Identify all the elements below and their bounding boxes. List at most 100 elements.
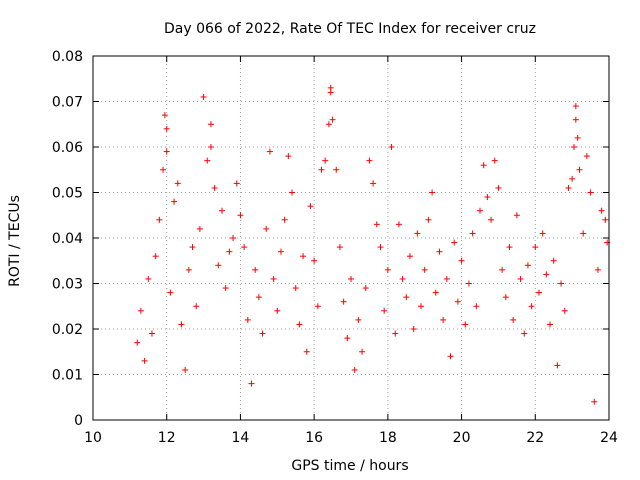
data-point <box>207 121 214 128</box>
data-point <box>200 93 207 100</box>
data-point <box>524 262 531 269</box>
data-point <box>137 307 144 314</box>
data-point <box>506 244 513 251</box>
data-point <box>366 157 373 164</box>
data-point <box>495 184 502 191</box>
data-point <box>174 180 181 187</box>
data-point <box>314 303 321 310</box>
data-point <box>333 166 340 173</box>
y-tick-label: 0.01 <box>52 368 83 384</box>
data-point <box>318 166 325 173</box>
data-point <box>237 212 244 219</box>
data-point <box>521 330 528 337</box>
data-point <box>359 348 366 355</box>
data-point <box>517 275 524 282</box>
data-point <box>145 275 152 282</box>
data-point <box>141 357 148 364</box>
y-tick-label: 0.07 <box>52 95 83 111</box>
data-point <box>207 144 214 150</box>
data-point <box>565 184 572 191</box>
data-point <box>285 153 292 160</box>
data-point <box>377 244 384 251</box>
data-point <box>263 225 270 232</box>
data-point <box>436 248 443 255</box>
data-point <box>550 257 557 264</box>
data-point <box>473 303 480 310</box>
x-tick-label: 24 <box>600 430 618 446</box>
grid-lines <box>93 56 609 420</box>
data-point <box>418 303 425 310</box>
data-point <box>160 166 167 173</box>
data-point <box>167 289 174 296</box>
data-point <box>403 294 410 301</box>
data-point <box>226 248 233 255</box>
data-point <box>300 253 307 260</box>
data-point <box>395 221 402 228</box>
data-point <box>572 116 579 123</box>
data-point <box>189 244 196 251</box>
data-point <box>219 207 225 214</box>
data-point <box>362 285 369 292</box>
data-point <box>574 134 581 141</box>
data-point <box>215 262 222 269</box>
data-point <box>547 321 554 328</box>
data-point <box>443 275 450 282</box>
data-point <box>266 148 273 155</box>
data-point <box>499 266 506 273</box>
data-point <box>370 180 377 187</box>
data-point <box>322 157 329 164</box>
data-point <box>570 144 577 150</box>
data-point <box>384 266 391 273</box>
data-point <box>469 230 476 237</box>
data-point <box>429 189 436 196</box>
data-point <box>587 189 594 196</box>
x-axis-label: GPS time / hours <box>291 458 408 474</box>
data-point <box>528 303 535 310</box>
data-point <box>148 330 155 337</box>
data-point <box>196 225 203 232</box>
data-point <box>185 266 192 273</box>
data-point <box>230 235 237 241</box>
data-point <box>502 294 509 301</box>
data-point <box>277 248 284 255</box>
data-point <box>211 184 218 191</box>
data-point <box>572 103 579 110</box>
data-point <box>451 239 458 246</box>
x-tick-label: 22 <box>526 430 544 446</box>
data-point <box>580 230 587 237</box>
data-point <box>583 153 590 160</box>
data-point <box>344 335 351 342</box>
x-tick-label: 16 <box>305 430 323 446</box>
data-point <box>348 275 354 282</box>
y-tick-label: 0 <box>74 413 83 429</box>
data-point <box>594 266 601 273</box>
x-tick-label: 20 <box>453 430 471 446</box>
data-point <box>327 84 334 91</box>
data-point <box>406 253 413 260</box>
data-point <box>222 285 229 292</box>
data-point <box>488 216 495 223</box>
data-point <box>178 321 185 328</box>
data-point <box>462 321 469 328</box>
data-point <box>255 294 262 301</box>
data-point <box>233 180 240 187</box>
data-point <box>576 166 583 173</box>
data-point <box>535 289 542 296</box>
data-point <box>296 321 303 328</box>
data-point <box>134 339 141 346</box>
data-point <box>513 212 520 219</box>
data-point <box>193 303 200 310</box>
data-point <box>410 326 417 332</box>
data-point <box>252 266 259 273</box>
data-point <box>432 289 439 296</box>
data-point <box>182 366 189 373</box>
data-point <box>274 307 281 314</box>
data-point <box>241 244 248 251</box>
data-point <box>458 257 465 264</box>
y-tick-label: 0.04 <box>52 231 83 247</box>
axis-ticks <box>92 55 610 421</box>
x-tick-labels: 10 12 14 16 18 20 22 24 <box>84 430 618 446</box>
y-tick-label: 0.08 <box>52 49 83 65</box>
data-point <box>425 216 432 223</box>
